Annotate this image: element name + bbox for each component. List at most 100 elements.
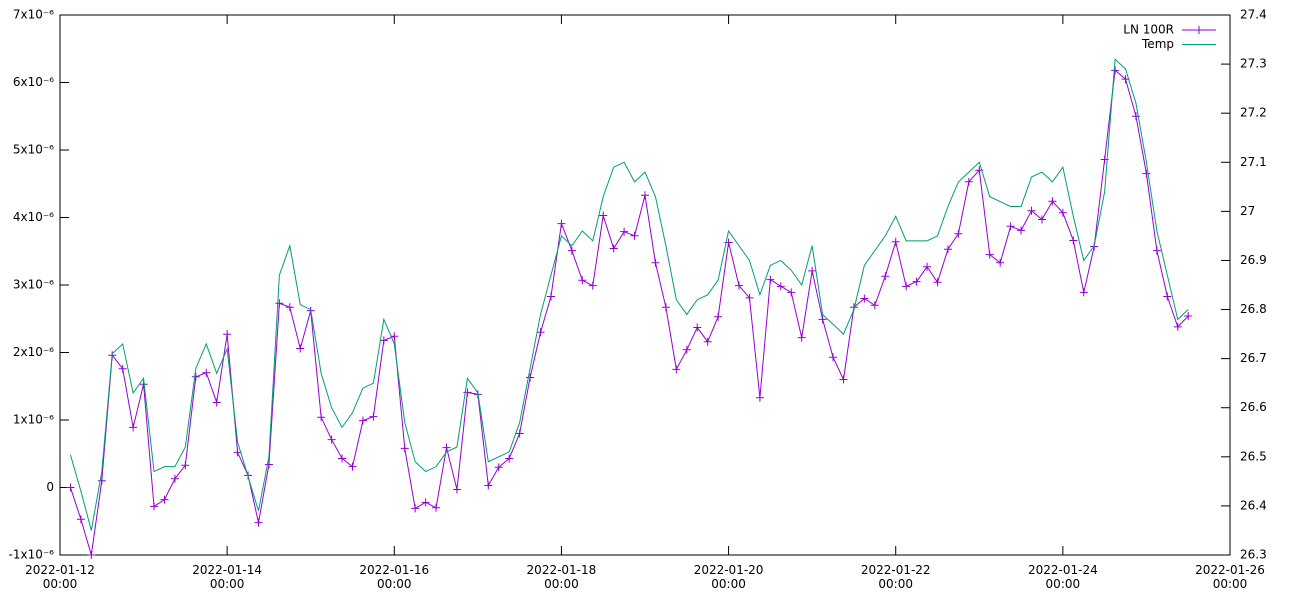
point-marker [943,245,952,254]
x-tick-label: 2022-01-18 00:00 [526,563,597,591]
point-marker [745,293,754,302]
point-marker [964,177,973,186]
point-marker [755,393,764,402]
point-marker [202,368,211,377]
point-marker [933,278,942,287]
point-marker [588,281,597,290]
point-marker [661,303,670,312]
point-marker [1079,288,1088,297]
point-marker [1027,206,1036,215]
point-marker [912,277,921,286]
point-marker [411,504,420,513]
point-marker [463,388,472,397]
point-marker [432,503,441,512]
point-marker [338,454,347,463]
y2-tick-label: 26.3 [1240,548,1267,562]
point-marker [609,244,618,253]
point-marker [369,412,378,421]
point-marker [829,353,838,362]
point-marker [1184,312,1193,321]
y2-tick-label: 27.3 [1240,57,1267,71]
point-marker [808,266,817,275]
x-tick-label: 2022-01-26 00:00 [1195,563,1265,591]
point-marker [923,262,932,271]
y-tick-label: -1x10⁻⁶ [9,548,55,562]
point-marker [296,344,305,353]
x-tick-label: 2022-01-22 00:00 [860,563,931,591]
point-marker [818,315,827,324]
series-line [69,58,1189,531]
point-marker [1037,215,1046,224]
y2-tick-label: 26.4 [1240,498,1267,512]
point-marker [536,328,545,337]
point-marker [421,498,430,507]
point-marker [693,323,702,332]
point-marker [379,336,388,345]
point-marker [891,237,900,246]
y-tick-label: 4x10⁻⁶ [13,210,54,224]
point-marker [515,429,524,438]
point-marker [557,219,566,228]
point-marker [672,365,681,374]
point-marker [599,211,608,220]
y-tick-label: 7x10⁻⁶ [13,8,54,22]
y2-tick-label: 26.5 [1240,449,1267,463]
point-marker [129,423,138,432]
y-tick-label: 6x10⁻⁶ [13,75,54,89]
point-marker [1111,66,1120,75]
point-marker [630,231,639,240]
x-tick-label: 2022-01-14 00:00 [192,563,263,591]
point-marker [1048,197,1057,206]
point-marker [442,443,451,452]
y2-tick-label: 26.8 [1240,302,1267,316]
point-marker [87,551,96,559]
point-marker [212,398,221,407]
point-marker [66,483,75,492]
y2-tick-label: 27.4 [1240,8,1267,22]
x-tick-label: 2022-01-20 00:00 [693,563,764,591]
legend-marker [1195,26,1203,34]
point-marker [954,229,963,238]
legend-label: LN 100R [1123,23,1174,37]
point-marker [76,515,85,524]
y-tick-label: 2x10⁻⁶ [13,345,54,359]
point-marker [1058,208,1067,217]
point-marker [150,502,159,511]
point-marker [870,301,879,310]
y2-tick-label: 27 [1240,204,1255,218]
y2-tick-label: 27.1 [1240,155,1267,169]
point-marker [902,282,911,291]
point-marker [264,460,273,469]
x-tick-label: 2022-01-12 00:00 [25,563,95,591]
point-marker [620,227,629,236]
point-marker [348,462,357,471]
point-marker [484,481,493,490]
point-marker [787,288,796,297]
point-marker [118,364,127,373]
point-marker [651,258,660,267]
y-tick-label: 3x10⁻⁶ [13,278,54,292]
point-marker [1006,222,1015,231]
y-tick-label: 5x10⁻⁶ [13,143,54,157]
point-marker [776,282,785,291]
point-marker [1173,322,1182,331]
y2-tick-label: 26.9 [1240,253,1267,267]
point-marker [797,333,806,342]
point-marker [285,303,294,312]
point-marker [191,372,200,381]
x-tick-label: 2022-01-24 00:00 [1027,563,1098,591]
point-marker [97,476,106,485]
point-marker [327,435,336,444]
point-marker [494,463,503,472]
y-tick-label: 0 [46,480,54,494]
point-marker [881,272,890,281]
point-marker [181,461,190,470]
point-marker [275,299,284,308]
point-marker [1017,226,1026,235]
y2-tick-label: 26.6 [1240,400,1267,414]
point-marker [170,474,179,483]
point-marker [505,454,514,463]
point-marker [400,444,409,453]
